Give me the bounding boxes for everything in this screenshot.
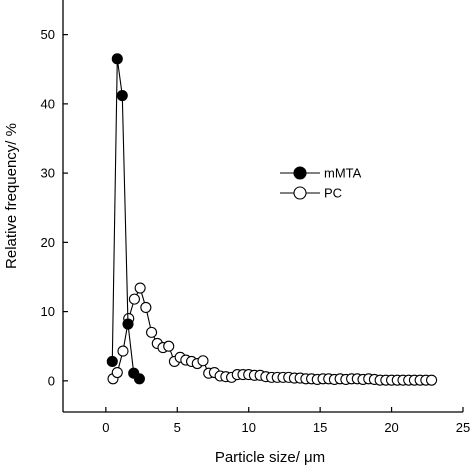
x-tick-label: 20 (384, 420, 398, 435)
x-tick-label: 0 (102, 420, 109, 435)
data-point-pc (111, 366, 123, 379)
legend-item-mmta: mMTA (280, 166, 362, 181)
series-line-pc (112, 286, 432, 381)
data-point-pc (117, 345, 129, 357)
legend-label: PC (324, 186, 342, 201)
x-axis-label: Particle size/ μm (215, 449, 325, 466)
x-tick-label: 5 (174, 420, 181, 435)
series-layer (106, 53, 438, 386)
data-point-pc (197, 355, 209, 367)
axes (62, 0, 463, 413)
y-tick-label: 20 (41, 235, 55, 250)
data-point-pc (163, 340, 175, 352)
y-tick-label: 30 (41, 166, 55, 181)
legend-label: mMTA (324, 166, 362, 181)
y-tick-label: 50 (41, 27, 55, 42)
legend-marker (293, 166, 307, 180)
data-point-mmta (133, 373, 145, 385)
series-pc (107, 282, 438, 386)
data-point-mmta (106, 355, 118, 368)
legend: mMTA PC (280, 166, 362, 201)
y-tick-label: 10 (41, 304, 55, 319)
data-point-mmta (111, 53, 123, 65)
y-axis-label: Relative frequency/ % (3, 123, 20, 269)
series-line-mmta (111, 58, 140, 380)
x-ticks: 0 5 10 15 20 25 (102, 407, 470, 435)
data-point-pc (140, 301, 152, 313)
data-point-pc (426, 374, 438, 386)
y-tick-label: 40 (41, 96, 55, 111)
legend-marker (293, 186, 307, 200)
y-ticks: 0 10 20 30 40 50 (41, 27, 68, 388)
data-point-pc (146, 326, 158, 338)
data-point-mmta (116, 90, 128, 102)
x-tick-label: 25 (456, 420, 470, 435)
series-mmta (106, 53, 145, 385)
x-tick-label: 10 (241, 420, 255, 435)
data-point-pc (134, 282, 146, 294)
legend-item-pc: PC (280, 186, 342, 201)
data-point-mmta (122, 318, 134, 330)
data-point-pc (128, 293, 140, 305)
y-tick-label: 0 (48, 373, 55, 388)
x-tick-label: 15 (313, 420, 327, 435)
